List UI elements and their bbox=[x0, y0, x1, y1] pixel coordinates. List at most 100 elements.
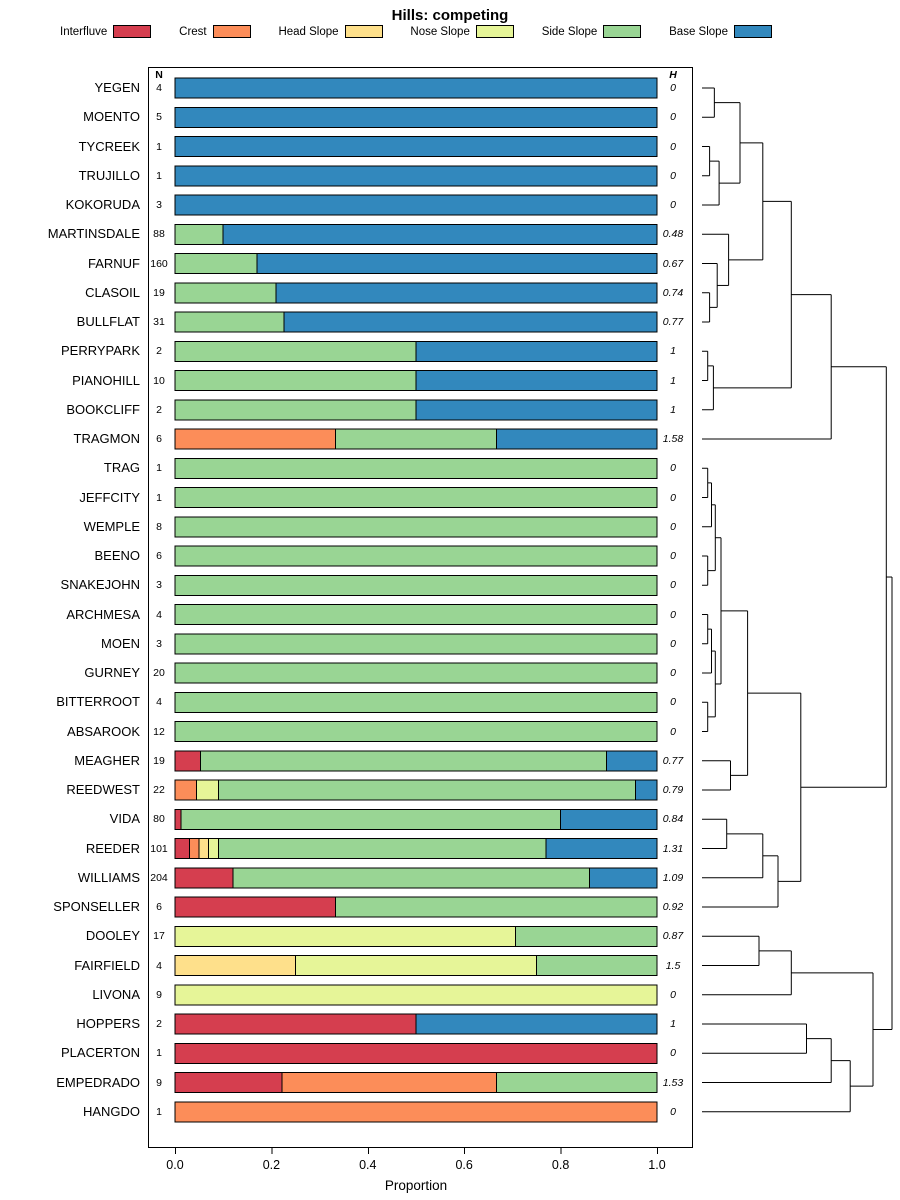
bar-segment bbox=[415, 340, 658, 362]
row-n-value: 88 bbox=[153, 228, 165, 241]
row-h-value: 0 bbox=[670, 637, 676, 650]
bar-segment bbox=[174, 1042, 658, 1064]
row-label: YEGEN bbox=[94, 80, 140, 95]
row-label: TRAGMON bbox=[73, 431, 140, 446]
bar-segment bbox=[275, 282, 658, 304]
row-n-value: 1 bbox=[156, 1105, 162, 1118]
row-h-value: 1 bbox=[670, 374, 676, 387]
bar-segment bbox=[415, 370, 658, 391]
row-n-value: 1 bbox=[156, 169, 162, 182]
x-tick-label: 1.0 bbox=[648, 1158, 666, 1172]
row-h-value: 0.48 bbox=[662, 228, 684, 241]
bar-segment bbox=[605, 750, 658, 772]
bar-segment bbox=[174, 194, 658, 216]
row-n-value: 101 bbox=[150, 842, 168, 855]
bar-segment bbox=[495, 428, 658, 450]
row-h-value: 0.77 bbox=[662, 316, 684, 328]
row-h-value: 1 bbox=[670, 1018, 676, 1030]
row-label: KOKORUDA bbox=[65, 197, 140, 212]
row-n-value: 6 bbox=[156, 433, 162, 445]
row-label: DOOLEY bbox=[85, 928, 140, 944]
bar-segment bbox=[415, 1013, 658, 1035]
x-axis-label: Proportion bbox=[384, 1178, 448, 1193]
row-n-value: 3 bbox=[156, 637, 162, 650]
row-label: BEENO bbox=[94, 548, 140, 563]
legend-label: Crest bbox=[179, 25, 207, 38]
row-n-value: 20 bbox=[153, 667, 165, 679]
row-h-value: 0.87 bbox=[662, 930, 684, 943]
row-label: TRUJILLO bbox=[78, 167, 140, 183]
legend-item-interfluve: Interfluve bbox=[60, 25, 152, 38]
bar-segment bbox=[634, 779, 658, 801]
row-h-value: 0 bbox=[670, 667, 676, 679]
row-n-value: 204 bbox=[150, 871, 168, 884]
x-tick-label: 0.4 bbox=[359, 1158, 377, 1172]
row-h-value: 0 bbox=[670, 520, 676, 533]
bar-segment bbox=[174, 487, 658, 508]
row-h-value: 0 bbox=[670, 696, 676, 709]
row-n-value: 2 bbox=[156, 345, 162, 358]
bar-segment bbox=[545, 838, 658, 859]
bar-segment bbox=[174, 691, 658, 713]
row-label: VIDA bbox=[109, 811, 140, 827]
bar-segment bbox=[495, 1072, 658, 1093]
x-tick-label: 0.2 bbox=[262, 1158, 281, 1172]
row-label: WILLIAMS bbox=[77, 869, 140, 885]
row-h-value: 0 bbox=[670, 82, 676, 94]
dendrogram bbox=[702, 87, 893, 1113]
row-label: MOEN bbox=[101, 635, 140, 651]
legend-swatch bbox=[733, 25, 772, 38]
row-label: PIANOHILL bbox=[72, 372, 140, 388]
legend-item-base-slope: Base Slope bbox=[669, 25, 772, 38]
row-n-value: 8 bbox=[156, 520, 162, 533]
row-n-value: 1 bbox=[156, 140, 162, 153]
row-n-value: 1 bbox=[156, 1047, 162, 1060]
legend-item-side-slope: Side Slope bbox=[542, 25, 642, 38]
bar-segment bbox=[514, 925, 658, 947]
plot-frame bbox=[147, 66, 694, 1154]
row-label: MARTINSDALE bbox=[47, 226, 140, 242]
bar-segment bbox=[536, 955, 658, 976]
row-h-value: 0.84 bbox=[662, 813, 684, 826]
row-n-value: 80 bbox=[153, 813, 165, 826]
row-h-value: 0 bbox=[670, 988, 676, 1001]
legend-label: Nose Slope bbox=[410, 25, 470, 38]
row-label: LIVONA bbox=[92, 986, 140, 1002]
row-label: SPONSELLER bbox=[53, 899, 140, 914]
legend-swatch bbox=[212, 25, 251, 38]
row-h-value: 1 bbox=[670, 345, 676, 358]
row-n-value: 4 bbox=[156, 696, 162, 709]
legend-item-crest: Crest bbox=[179, 25, 251, 38]
row-h-value: 1.31 bbox=[662, 842, 684, 855]
row-n-value: 1 bbox=[156, 491, 162, 504]
row-n-value: 6 bbox=[156, 901, 162, 913]
bar-segment bbox=[415, 399, 658, 421]
row-label: BITTERROOT bbox=[56, 694, 140, 710]
row-h-value: 1.5 bbox=[665, 959, 681, 972]
row-n-value: 9 bbox=[156, 988, 162, 1001]
row-h-value: 0 bbox=[670, 169, 676, 182]
row-h-value: 1 bbox=[670, 403, 676, 416]
row-n-value: 12 bbox=[153, 725, 165, 738]
bar-segment bbox=[589, 867, 658, 889]
bar-segment bbox=[174, 545, 658, 567]
legend-swatch bbox=[475, 25, 514, 38]
row-h-value: 0 bbox=[670, 550, 676, 562]
bar-segment bbox=[174, 457, 658, 479]
row-h-value: 0.67 bbox=[662, 257, 684, 270]
row-n-value: 19 bbox=[153, 286, 165, 299]
row-n-value: 2 bbox=[156, 403, 162, 416]
row-label: ABSAROOK bbox=[67, 723, 140, 739]
row-n-value: 3 bbox=[156, 199, 162, 211]
bar-segment bbox=[335, 896, 658, 918]
row-n-value: 17 bbox=[153, 930, 165, 943]
row-h-value: 0 bbox=[670, 140, 676, 153]
row-n-value: 4 bbox=[156, 959, 162, 972]
row-label: HOPPERS bbox=[76, 1016, 140, 1031]
bar-segment bbox=[174, 662, 658, 684]
column-header-n: N bbox=[155, 69, 163, 81]
row-label: BOOKCLIFF bbox=[66, 401, 140, 417]
row-n-value: 4 bbox=[156, 82, 162, 94]
row-label: JEFFCITY bbox=[79, 489, 140, 505]
